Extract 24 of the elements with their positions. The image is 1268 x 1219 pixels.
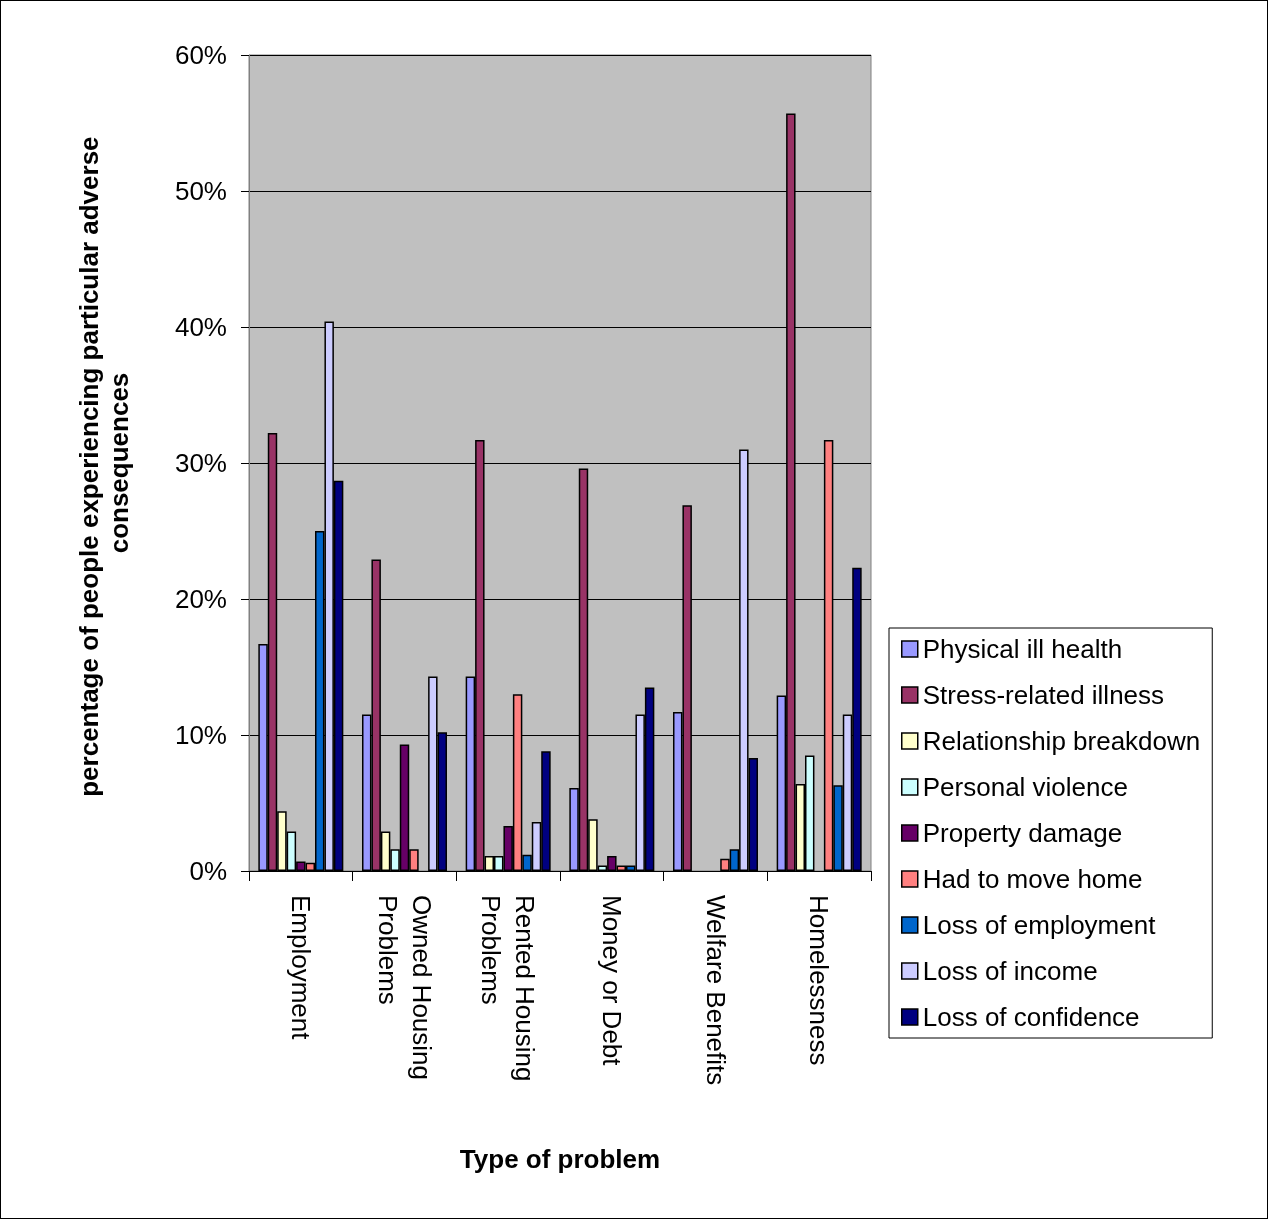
legend-label: Had to move home bbox=[922, 864, 1143, 894]
legend-label: Property damage bbox=[922, 818, 1123, 848]
legend-label: Stress-related illness bbox=[922, 680, 1165, 710]
legend-label: Loss of income bbox=[922, 956, 1098, 986]
y-tick-label: 60% bbox=[174, 40, 227, 70]
y-axis-title: percentage of people experiencing particular adverse consequences bbox=[74, 129, 134, 797]
y-tick-label: 50% bbox=[174, 176, 227, 206]
legend-label: Relationship breakdown bbox=[922, 726, 1201, 756]
x-tick-label: Homelessness bbox=[804, 895, 835, 1066]
y-tick-label: 10% bbox=[174, 720, 227, 750]
x-axis-title: Type of problem bbox=[459, 1144, 661, 1174]
legend-label: Loss of employment bbox=[922, 910, 1157, 940]
x-tick-label: Money or Debt bbox=[596, 895, 627, 1067]
y-tick-label: 40% bbox=[174, 312, 227, 342]
y-tick-label: 20% bbox=[174, 584, 227, 614]
x-tick-label: Employment bbox=[285, 895, 316, 1041]
x-tick-label: Rented Housing Problems bbox=[476, 895, 541, 1089]
legend-label: Loss of confidence bbox=[922, 1002, 1140, 1032]
x-tick-label: Welfare Benefits bbox=[700, 895, 731, 1086]
y-tick-label: 30% bbox=[174, 448, 227, 478]
y-tick-label: 0% bbox=[189, 856, 227, 886]
x-tick-label: Owned Housing Problems bbox=[372, 895, 437, 1088]
legend-label: Personal violence bbox=[922, 772, 1128, 802]
legend-label: Physical ill health bbox=[922, 634, 1123, 664]
